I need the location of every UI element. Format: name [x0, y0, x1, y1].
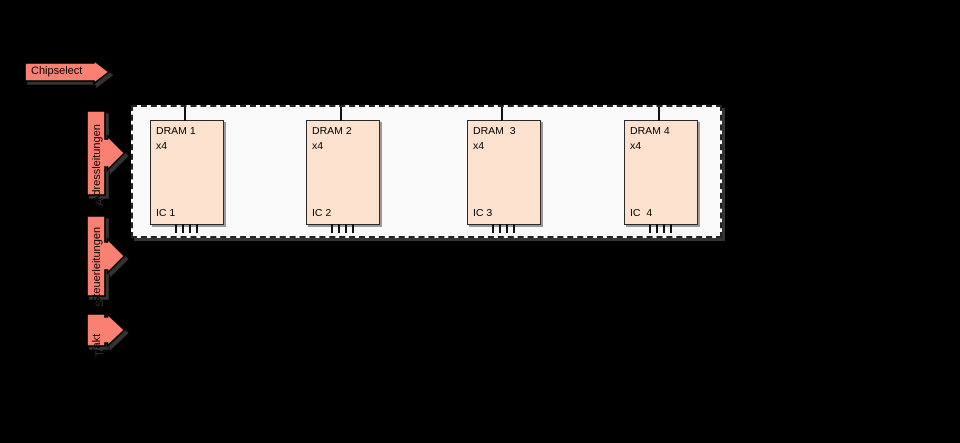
pin [492, 224, 494, 233]
pin [499, 224, 501, 233]
dram-chip-2-ic-label: IC 2 [312, 207, 332, 219]
takt-arrow-shape [86, 312, 126, 348]
pin [196, 224, 198, 233]
dram-chip-2-title: DRAM 2 [312, 125, 352, 137]
pin [338, 224, 340, 233]
dram-chip-2-width: x4 [312, 140, 324, 152]
chip-lead-4 [658, 107, 660, 121]
pin [352, 224, 354, 233]
signal-arrow-adressleitungen[interactable]: Adressleitungen [86, 110, 126, 203]
dram-chip-3-ic-label: IC 3 [473, 207, 493, 219]
chip-lead-3 [501, 107, 503, 121]
signal-arrow-steuerleitungen[interactable]: Steuerleitungen [86, 215, 126, 304]
signal-arrow-chipselect[interactable]: Chipselect [24, 58, 111, 86]
chipselect-arrow-shape [24, 58, 111, 86]
pin [663, 224, 665, 233]
chip-lead-1 [184, 107, 186, 121]
dram-chip-3-width: x4 [473, 140, 485, 152]
signal-label-steuerleitungen: Steuerleitungen [91, 226, 103, 304]
signal-label-chipselect: Chipselect [31, 65, 83, 77]
chip-lead-2 [340, 107, 342, 121]
dram-chip-4-title: DRAM 4 [630, 125, 670, 137]
dram-chip-1[interactable]: DRAM 1 x4 IC 1 [150, 107, 224, 233]
dram-chip-2[interactable]: DRAM 2 x4 IC 2 [306, 107, 380, 233]
pin [331, 224, 333, 233]
pin [670, 224, 672, 233]
dram-chip-1-title: DRAM 1 [156, 125, 196, 137]
dram-chip-3[interactable]: DRAM 3 x4 IC 3 [467, 107, 541, 233]
dram-chip-4-ic-label: IC 4 [630, 207, 653, 219]
pin [506, 224, 508, 233]
pin [513, 224, 515, 233]
pin [649, 224, 651, 233]
memory-module[interactable]: DRAM 1 x4 IC 1 DRAM 2 x4 IC 2 [131, 105, 722, 238]
chip-pins-1 [175, 224, 198, 233]
signal-label-adressleitungen: Adressleitungen [91, 124, 103, 203]
adressleitungen-arrow-shape [86, 110, 126, 196]
dram-chip-3-title: DRAM 3 [473, 125, 516, 137]
dram-chip-4-width: x4 [630, 140, 642, 152]
pin [175, 224, 177, 233]
chip-pins-4 [649, 224, 672, 233]
dram-chip-4[interactable]: DRAM 4 x4 IC 4 [624, 107, 698, 233]
chip-pins-2 [331, 224, 354, 233]
pin [345, 224, 347, 233]
pin [656, 224, 658, 233]
pin [182, 224, 184, 233]
chip-pins-3 [492, 224, 515, 233]
dram-chip-1-ic-label: IC 1 [156, 207, 176, 219]
signal-label-takt: Takt [91, 333, 103, 354]
steuerleitungen-arrow-shape [86, 215, 126, 297]
dram-chip-1-width: x4 [156, 140, 168, 152]
signal-arrow-takt[interactable]: Takt [86, 312, 126, 354]
pin [189, 224, 191, 233]
